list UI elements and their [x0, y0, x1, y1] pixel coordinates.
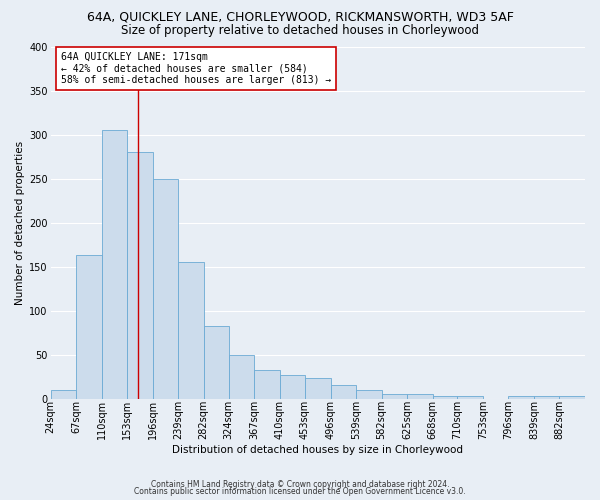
Bar	[331, 386, 356, 398]
Bar	[559, 396, 585, 398]
Bar	[457, 396, 483, 398]
Bar	[407, 394, 433, 398]
Bar	[305, 378, 331, 398]
Bar	[508, 396, 534, 398]
Text: 64A QUICKLEY LANE: 171sqm
← 42% of detached houses are smaller (584)
58% of semi: 64A QUICKLEY LANE: 171sqm ← 42% of detac…	[61, 52, 332, 85]
Bar	[101, 130, 127, 398]
Bar	[203, 326, 229, 398]
Bar	[382, 394, 407, 398]
Bar	[50, 390, 76, 398]
Text: Contains HM Land Registry data © Crown copyright and database right 2024.: Contains HM Land Registry data © Crown c…	[151, 480, 449, 489]
Bar	[229, 354, 254, 399]
Bar	[127, 152, 152, 398]
X-axis label: Distribution of detached houses by size in Chorleywood: Distribution of detached houses by size …	[172, 445, 463, 455]
Bar	[152, 178, 178, 398]
Bar	[356, 390, 382, 398]
Text: 64A, QUICKLEY LANE, CHORLEYWOOD, RICKMANSWORTH, WD3 5AF: 64A, QUICKLEY LANE, CHORLEYWOOD, RICKMAN…	[86, 11, 514, 24]
Bar	[534, 396, 559, 398]
Bar	[76, 255, 101, 398]
Bar	[178, 262, 203, 398]
Text: Contains public sector information licensed under the Open Government Licence v3: Contains public sector information licen…	[134, 487, 466, 496]
Text: Size of property relative to detached houses in Chorleywood: Size of property relative to detached ho…	[121, 24, 479, 37]
Bar	[280, 375, 305, 398]
Bar	[433, 396, 457, 398]
Bar	[254, 370, 280, 398]
Y-axis label: Number of detached properties: Number of detached properties	[15, 140, 25, 304]
